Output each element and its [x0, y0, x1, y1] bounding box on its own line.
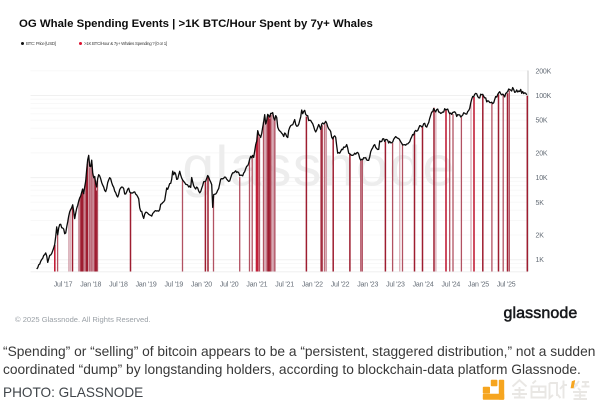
svg-text:Jul '20: Jul '20 [220, 282, 239, 289]
svg-text:50K: 50K [536, 118, 548, 125]
svg-text:Jan '22: Jan '22 [302, 282, 323, 289]
svg-text:Jan '18: Jan '18 [80, 282, 101, 289]
svg-text:Jul '23: Jul '23 [386, 282, 405, 289]
svg-text:Jul '17: Jul '17 [54, 282, 73, 289]
svg-text:200K: 200K [536, 68, 552, 75]
svg-text:Jan '23: Jan '23 [357, 282, 378, 289]
svg-text:5K: 5K [536, 200, 545, 207]
svg-text:Jul '19: Jul '19 [164, 282, 183, 289]
svg-text:Jan '19: Jan '19 [136, 282, 157, 289]
svg-text:20K: 20K [536, 150, 548, 157]
svg-text:1K: 1K [536, 257, 545, 264]
svg-text:100K: 100K [536, 93, 552, 100]
svg-text:Jul '18: Jul '18 [109, 282, 128, 289]
svg-text:Jul '24: Jul '24 [441, 282, 460, 289]
svg-text:Jul '21: Jul '21 [275, 282, 294, 289]
svg-text:Jan '25: Jan '25 [468, 282, 489, 289]
svg-text:glassnode: glassnode [182, 135, 455, 199]
svg-text:2K: 2K [536, 233, 545, 240]
svg-text:Jul '25: Jul '25 [497, 282, 516, 289]
svg-text:Jan '24: Jan '24 [413, 282, 434, 289]
svg-text:Jan '20: Jan '20 [191, 282, 212, 289]
svg-text:Jan '21: Jan '21 [246, 282, 267, 289]
svg-text:10K: 10K [536, 175, 548, 182]
svg-text:Jul '22: Jul '22 [331, 282, 350, 289]
